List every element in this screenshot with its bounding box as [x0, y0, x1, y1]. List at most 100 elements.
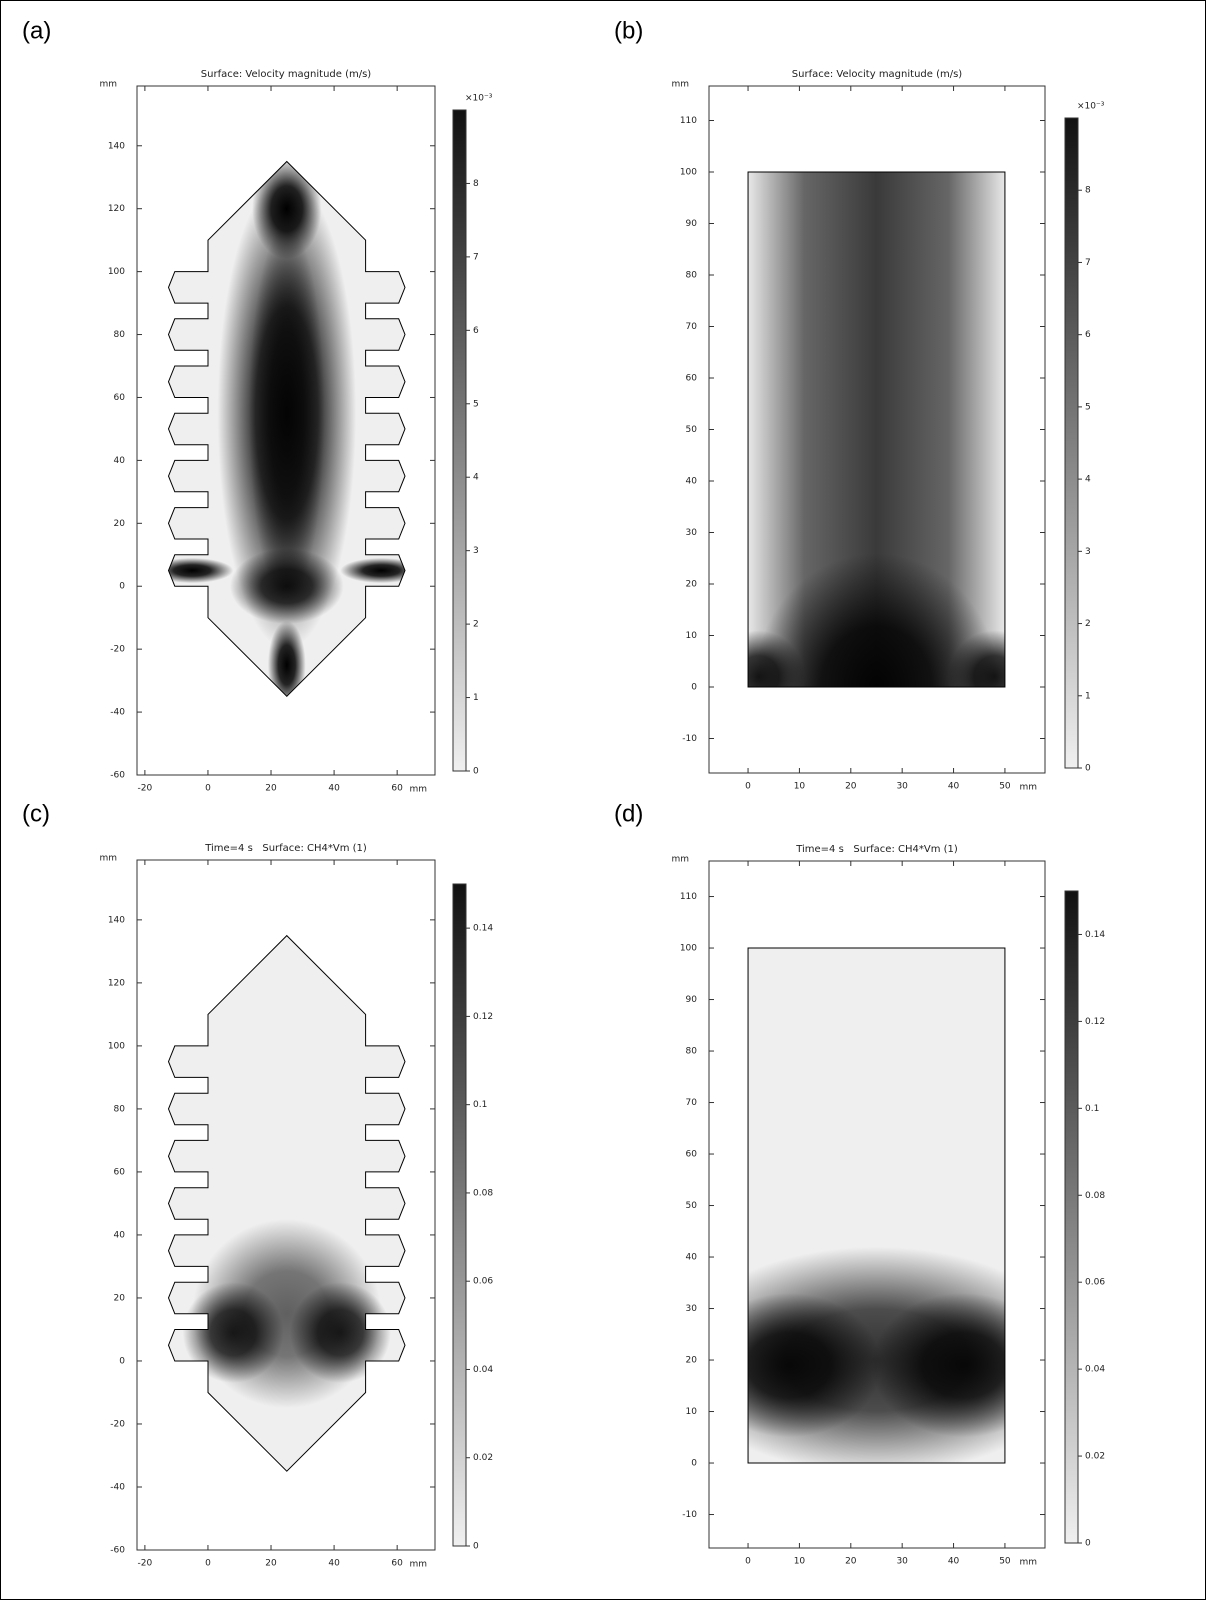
field-shade	[871, 1293, 1005, 1438]
colorbar-tick-label: 0.02	[1085, 1452, 1105, 1462]
y-tick-label: 0	[119, 582, 125, 592]
field-shade	[168, 557, 234, 584]
x-tick-label: 40	[328, 784, 340, 794]
y-tick-label: 60	[686, 1150, 698, 1160]
colorbar-tick-label: 2	[1085, 619, 1091, 629]
y-tick-label: 90	[686, 995, 698, 1005]
field-shade	[340, 557, 405, 584]
domain-outline	[167, 160, 406, 698]
y-tick-label: 140	[108, 915, 125, 925]
field	[748, 172, 1005, 687]
y-tick-label: 0	[119, 1356, 125, 1366]
y-tick-label: 10	[686, 631, 698, 641]
colorbar-tick-label: 7	[1085, 258, 1091, 268]
domain-outline	[167, 934, 406, 1472]
x-axis-unit: mm	[1019, 1558, 1037, 1568]
field	[748, 948, 1005, 1464]
field-shade	[248, 224, 325, 602]
y-axis-unit: mm	[671, 80, 689, 90]
y-tick-label: 40	[114, 1230, 126, 1240]
x-axis-unit: mm	[409, 1560, 427, 1570]
colorbar	[452, 883, 467, 1547]
x-tick-label: 50	[999, 782, 1011, 792]
colorbar-tick-label: 8	[473, 179, 479, 189]
colorbar-tick-label: 0	[473, 767, 479, 777]
plot-panel: (c) Time=4 s Surface: CH4*Vm (1) mm mm -20 0 2…	[22, 800, 493, 1569]
y-tick-label: 0	[691, 1459, 697, 1469]
colorbar-tick-label: 0.14	[473, 924, 493, 934]
x-tick-label: -20	[138, 784, 153, 794]
x-tick-label: 0	[205, 784, 211, 794]
plot-panel: (b) Surface: Velocity magnitude (m/s) mm mm…	[614, 17, 1105, 793]
x-tick-label: 10	[794, 782, 806, 792]
y-tick-label: 30	[686, 1304, 698, 1314]
y-tick-label: 100	[680, 944, 697, 954]
colorbar-tick-label: 0.08	[473, 1188, 493, 1198]
colorbar-tick-label: 1	[473, 693, 479, 703]
colorbar-tick-label: 6	[473, 326, 479, 336]
y-tick-label: 80	[686, 1047, 698, 1057]
colorbar-tick-label: 0	[473, 1542, 479, 1552]
x-tick-label: 0	[205, 1559, 211, 1569]
plot-panel: (a) Surface: Velocity magnitude (m/s) mm mm…	[22, 17, 493, 794]
y-tick-label: 40	[686, 1253, 698, 1263]
plot-title: Surface: Velocity magnitude (m/s)	[792, 69, 963, 80]
field-shade	[230, 548, 344, 624]
x-tick-label: 20	[265, 1559, 277, 1569]
x-tick-label: 10	[794, 1557, 806, 1567]
y-tick-label: 20	[686, 1356, 698, 1366]
y-axis-unit: mm	[99, 854, 117, 864]
colorbar-tick-label: 5	[1085, 402, 1091, 412]
x-tick-label: 60	[391, 784, 403, 794]
y-tick-label: -60	[110, 1546, 125, 1556]
field	[168, 161, 405, 697]
colorbar-tick-label: 3	[1085, 547, 1091, 557]
y-tick-label: 110	[680, 892, 697, 902]
y-tick-label: 90	[686, 219, 698, 229]
y-tick-label: -20	[110, 1419, 125, 1429]
y-tick-label: -40	[110, 1482, 125, 1492]
x-tick-label: -20	[138, 1559, 153, 1569]
panel-label: (b)	[614, 17, 643, 44]
y-tick-label: 50	[686, 1201, 698, 1211]
y-tick-label: 50	[686, 425, 698, 435]
colorbar-multiplier: ×10⁻³	[1077, 102, 1105, 112]
y-tick-label: 120	[108, 978, 125, 988]
plot-frame	[136, 859, 436, 1551]
y-tick-label: 20	[686, 579, 698, 589]
y-tick-label: 60	[114, 393, 126, 403]
x-tick-label: 40	[948, 782, 960, 792]
y-tick-label: 100	[108, 267, 125, 277]
domain-outline	[747, 947, 1006, 1464]
plot-frame	[136, 85, 436, 776]
y-tick-label: 110	[680, 116, 697, 126]
x-tick-label: 30	[896, 782, 908, 792]
colorbar-tick-label: 6	[1085, 330, 1091, 340]
plot-title: Time=4 s Surface: CH4*Vm (1)	[795, 844, 958, 855]
x-tick-label: 60	[391, 1559, 403, 1569]
colorbar	[1064, 117, 1079, 769]
y-axis-unit: mm	[671, 855, 689, 865]
y-tick-label: 100	[108, 1041, 125, 1051]
field-shade	[192, 1219, 382, 1409]
x-axis-unit: mm	[1019, 783, 1037, 793]
field-shade	[948, 630, 1005, 687]
colorbar-tick-label: 0.12	[1085, 1017, 1105, 1027]
x-tick-label: 0	[745, 782, 751, 792]
colorbar-tick-label: 0.12	[473, 1012, 493, 1022]
colorbar-multiplier: ×10⁻³	[465, 94, 493, 104]
x-tick-label: 20	[265, 784, 277, 794]
colorbar-tick-label: 0.14	[1085, 930, 1105, 940]
colorbar-tick-label: 0.06	[473, 1277, 493, 1287]
colorbar-tick-label: 0.1	[473, 1100, 487, 1110]
colorbar-tick-label: 4	[473, 473, 479, 483]
y-tick-label: 80	[686, 271, 698, 281]
y-tick-label: 120	[108, 204, 125, 214]
panel-label: (c)	[22, 800, 50, 827]
x-tick-label: 50	[999, 1557, 1011, 1567]
y-tick-label: 0	[691, 682, 697, 692]
x-tick-label: 20	[845, 1557, 857, 1567]
plot-title: Surface: Velocity magnitude (m/s)	[201, 69, 372, 80]
y-tick-label: 20	[114, 519, 126, 529]
y-tick-label: -20	[110, 645, 125, 655]
